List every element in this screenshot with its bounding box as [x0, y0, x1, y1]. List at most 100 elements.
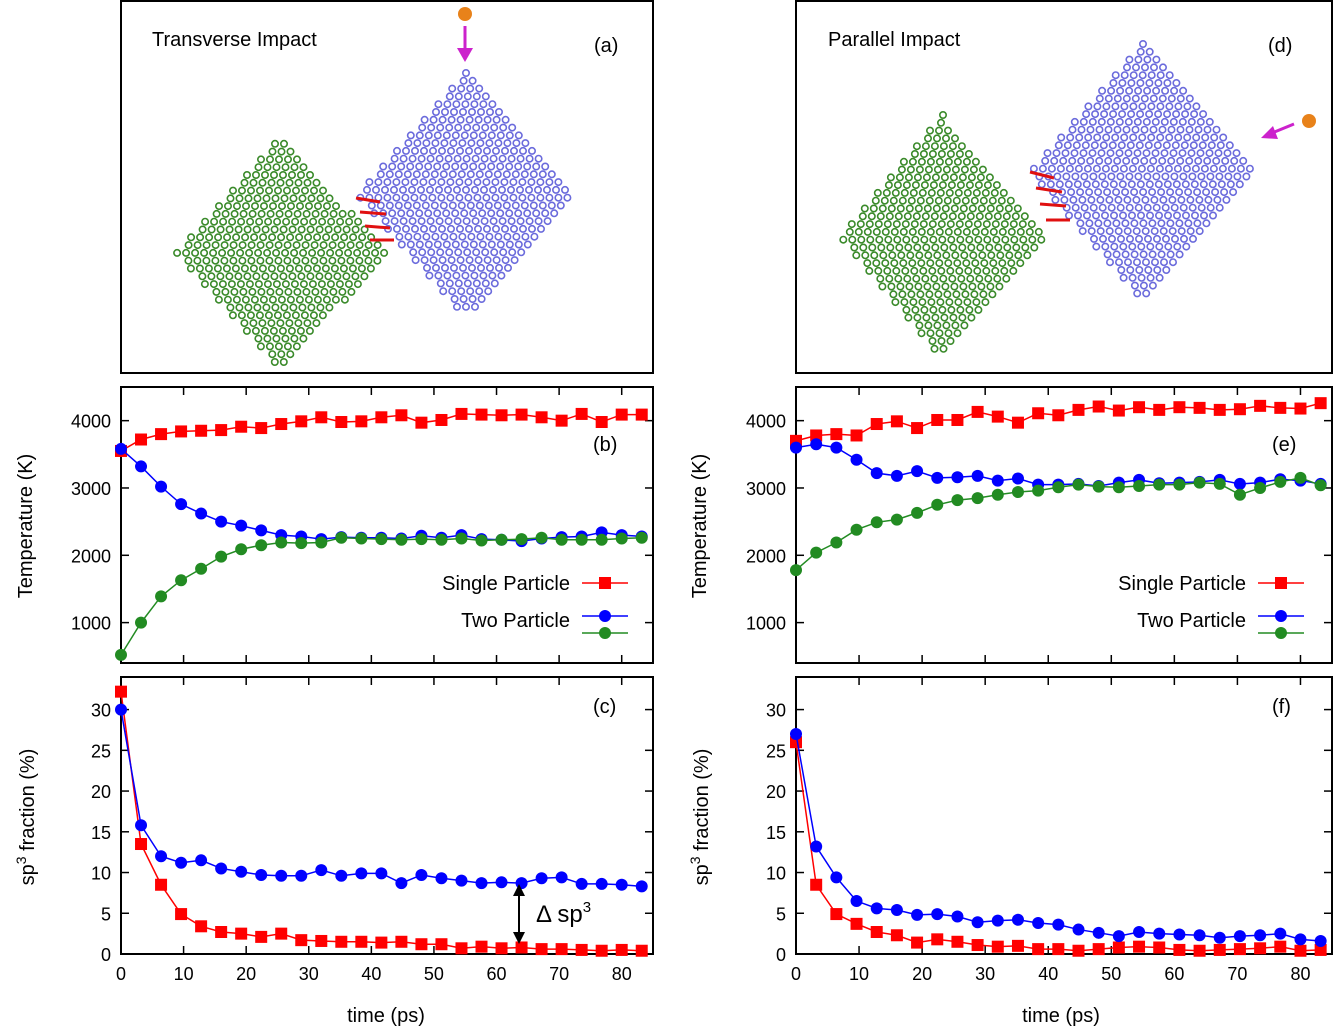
- carbon-atom-blue: [436, 279, 445, 288]
- carbon-atom-green: [913, 243, 922, 252]
- carbon-atom-green: [885, 274, 894, 283]
- carbon-atom-blue: [410, 193, 419, 202]
- carbon-atom-green: [306, 272, 315, 281]
- data-point-circle-e: [830, 536, 843, 549]
- carbon-atom-blue: [1127, 110, 1136, 119]
- carbon-atom-green: [946, 220, 955, 229]
- carbon-atom-blue: [1107, 172, 1116, 181]
- carbon-atom-green: [945, 188, 954, 197]
- carbon-atom-green: [322, 202, 331, 211]
- carbon-atom-blue: [1203, 125, 1212, 134]
- data-point-circle-e: [1153, 478, 1166, 491]
- impact-arrow-head: [457, 48, 473, 62]
- carbon-atom-green: [917, 227, 926, 236]
- carbon-atom-green: [267, 264, 276, 273]
- carbon-atom-green: [254, 334, 263, 343]
- carbon-atom-blue: [1092, 242, 1101, 251]
- carbon-atom-green: [187, 233, 196, 242]
- data-point-circle-b: [135, 616, 148, 629]
- carbon-atom-blue: [1081, 141, 1090, 150]
- carbon-atom-green: [239, 209, 248, 218]
- carbon-atom-blue: [453, 154, 462, 163]
- carbon-atom-green: [311, 287, 320, 296]
- carbon-atom-blue: [500, 193, 509, 202]
- carbon-atom-blue: [443, 185, 452, 194]
- carbon-atom-green: [364, 256, 373, 265]
- data-point-square-b: [175, 425, 188, 438]
- data-point-square-f: [850, 917, 863, 930]
- data-point-square-e: [1112, 404, 1125, 417]
- carbon-atom-green: [996, 251, 1005, 260]
- carbon-atom-green: [890, 227, 899, 236]
- carbon-atom-blue: [1162, 141, 1171, 150]
- carbon-atom-blue: [448, 84, 457, 93]
- carbon-atom-green: [237, 311, 246, 320]
- carbon-atom-blue: [1140, 125, 1149, 134]
- carbon-atom-blue: [449, 139, 458, 148]
- carbon-atom-blue: [517, 248, 526, 257]
- carbon-atom-blue: [532, 209, 541, 218]
- carbon-atom-blue: [499, 248, 508, 257]
- data-point-square-e: [1032, 407, 1045, 420]
- carbon-atom-green: [982, 220, 991, 229]
- carbon-atom-blue: [455, 193, 464, 202]
- carbon-atom-blue: [510, 256, 519, 265]
- panel-d: Parallel Impact (d): [795, 0, 1333, 374]
- data-point-circle-f: [850, 895, 863, 908]
- carbon-atom-green: [1011, 212, 1020, 221]
- carbon-atom-blue: [1123, 195, 1132, 204]
- carbon-atom-green: [941, 282, 950, 291]
- carbon-atom-blue: [1164, 242, 1173, 251]
- carbon-atom-blue: [1146, 164, 1155, 173]
- carbon-atom-blue: [491, 178, 500, 187]
- carbon-atom-blue: [433, 240, 442, 249]
- carbon-atom-green: [286, 233, 295, 242]
- carbon-atom-green: [852, 251, 861, 260]
- data-point-circle-c: [535, 872, 548, 885]
- carbon-atom-blue: [1128, 164, 1137, 173]
- carbon-atom-green: [355, 256, 364, 265]
- carbon-atom-green: [971, 227, 980, 236]
- data-point-circle-b: [495, 533, 508, 546]
- legend-e-two-marker-a: [1275, 610, 1287, 622]
- carbon-atom-green: [238, 186, 247, 195]
- carbon-atom-blue: [1121, 188, 1130, 197]
- carbon-atom-green: [872, 259, 881, 268]
- carbon-atom-green: [923, 134, 932, 143]
- panel-a-frame: [120, 0, 654, 374]
- carbon-atom-blue: [1153, 234, 1162, 243]
- carbon-atom-green: [939, 344, 948, 353]
- carbon-atom-green: [949, 243, 958, 252]
- data-point-circle-e: [1233, 477, 1246, 490]
- x-tick-label-c: 10: [174, 964, 194, 984]
- data-point-circle-e: [911, 465, 924, 478]
- carbon-atom-green: [243, 171, 252, 180]
- carbon-atom-blue: [406, 162, 415, 171]
- legend-b-single-label: Single Particle: [442, 573, 570, 595]
- carbon-atom-blue: [1064, 180, 1073, 189]
- carbon-atom-blue: [442, 209, 451, 218]
- data-point-square-b: [315, 411, 328, 424]
- carbon-atom-green: [241, 233, 250, 242]
- carbon-atom-green: [1020, 212, 1029, 221]
- carbon-atom-blue: [1106, 149, 1115, 158]
- carbon-atom-green: [960, 165, 969, 174]
- carbon-atom-blue: [1076, 219, 1085, 228]
- carbon-atom-blue: [459, 294, 468, 303]
- carbon-atom-green: [216, 272, 225, 281]
- carbon-atom-blue: [424, 240, 433, 249]
- carbon-atom-green: [889, 196, 898, 205]
- data-point-square-b: [375, 411, 388, 424]
- carbon-atom-blue: [1088, 149, 1097, 158]
- carbon-atom-blue: [404, 232, 413, 241]
- carbon-atom-blue: [1087, 227, 1096, 236]
- y-tick-label-c: 30: [91, 701, 111, 721]
- carbon-atom-blue: [1101, 242, 1110, 251]
- carbon-atom-green: [214, 295, 223, 304]
- carbon-atom-green: [992, 181, 1001, 190]
- carbon-atom-green: [897, 251, 906, 260]
- carbon-atom-blue: [1188, 203, 1197, 212]
- carbon-atom-green: [990, 188, 999, 197]
- carbon-atom-blue: [1182, 164, 1191, 173]
